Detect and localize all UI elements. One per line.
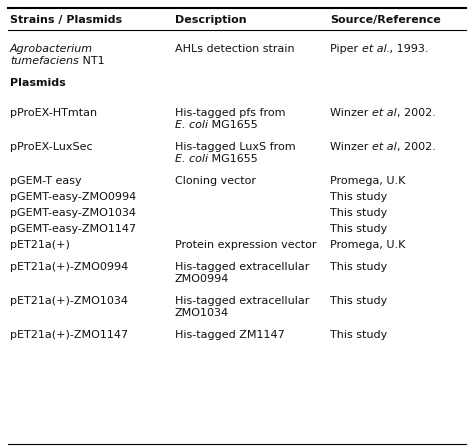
Text: His-tagged LuxS from: His-tagged LuxS from	[175, 142, 296, 152]
Text: E. coli: E. coli	[175, 121, 208, 130]
Text: tumefaciens: tumefaciens	[10, 56, 79, 66]
Text: Source/Reference: Source/Reference	[330, 15, 441, 25]
Text: MG1655: MG1655	[208, 155, 258, 164]
Text: This study: This study	[330, 262, 387, 272]
Text: This study: This study	[330, 192, 387, 202]
Text: et al: et al	[372, 108, 397, 118]
Text: ZMO0994: ZMO0994	[175, 274, 229, 284]
Text: Promega, U.K: Promega, U.K	[330, 176, 405, 186]
Text: NT1: NT1	[79, 56, 104, 66]
Text: pET21a(+)-ZMO1147: pET21a(+)-ZMO1147	[10, 330, 128, 340]
Text: Description: Description	[175, 15, 246, 25]
Text: Plasmids: Plasmids	[10, 78, 66, 88]
Text: Winzer: Winzer	[330, 108, 372, 118]
Text: MG1655: MG1655	[208, 121, 258, 130]
Text: pET21a(+)-ZMO1034: pET21a(+)-ZMO1034	[10, 296, 128, 306]
Text: pGEMT-easy-ZMO0994: pGEMT-easy-ZMO0994	[10, 192, 136, 202]
Text: AHLs detection strain: AHLs detection strain	[175, 44, 295, 54]
Text: et al: et al	[372, 142, 397, 152]
Text: , 2002.: , 2002.	[397, 142, 436, 152]
Text: His-tagged extracellular: His-tagged extracellular	[175, 296, 310, 306]
Text: pET21a(+)-ZMO0994: pET21a(+)-ZMO0994	[10, 262, 128, 272]
Text: pGEM-T easy: pGEM-T easy	[10, 176, 82, 186]
Text: Promega, U.K: Promega, U.K	[330, 240, 405, 250]
Text: His-tagged extracellular: His-tagged extracellular	[175, 262, 310, 272]
Text: His-tagged pfs from: His-tagged pfs from	[175, 108, 285, 118]
Text: ., 1993.: ., 1993.	[386, 44, 429, 54]
Text: Piper: Piper	[330, 44, 362, 54]
Text: pProEX-LuxSec: pProEX-LuxSec	[10, 142, 92, 152]
Text: Protein expression vector: Protein expression vector	[175, 240, 317, 250]
Text: This study: This study	[330, 208, 387, 218]
Text: et al: et al	[362, 44, 386, 54]
Text: , 2002.: , 2002.	[397, 108, 436, 118]
Text: This study: This study	[330, 330, 387, 340]
Text: ZMO1034: ZMO1034	[175, 308, 229, 319]
Text: This study: This study	[330, 296, 387, 306]
Text: pGEMT-easy-ZMO1034: pGEMT-easy-ZMO1034	[10, 208, 136, 218]
Text: This study: This study	[330, 224, 387, 234]
Text: pProEX-HTmtan: pProEX-HTmtan	[10, 108, 97, 118]
Text: His-tagged ZM1147: His-tagged ZM1147	[175, 330, 285, 340]
Text: Strains / Plasmids: Strains / Plasmids	[10, 15, 122, 25]
Text: Cloning vector: Cloning vector	[175, 176, 256, 186]
Text: pET21a(+): pET21a(+)	[10, 240, 70, 250]
Text: E. coli: E. coli	[175, 155, 208, 164]
Text: Agrobacterium: Agrobacterium	[10, 44, 93, 54]
Text: pGEMT-easy-ZMO1147: pGEMT-easy-ZMO1147	[10, 224, 136, 234]
Text: Winzer: Winzer	[330, 142, 372, 152]
